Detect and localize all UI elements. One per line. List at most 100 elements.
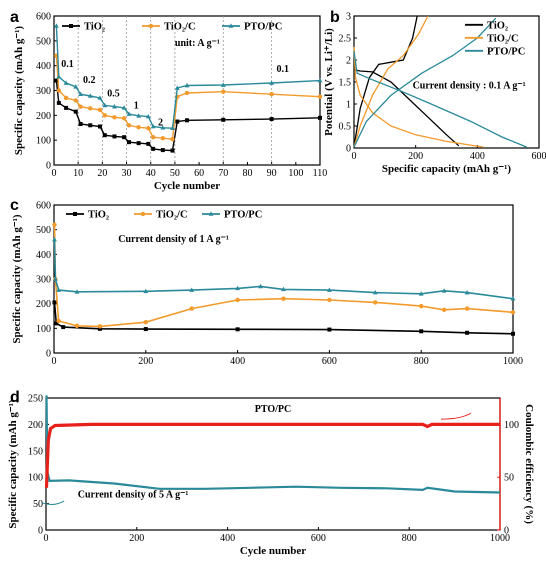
data-point	[87, 93, 93, 98]
y-tick-label: 200	[36, 299, 51, 310]
x-tick-label: 400	[220, 533, 235, 544]
chart-panel-c: 0 200 400 600 800 1000 0 100 200 300 400 500 600 Spec…	[10, 197, 523, 367]
data-point	[122, 135, 127, 140]
x-tick-label: 0	[52, 356, 57, 367]
data-point	[220, 82, 226, 87]
legend-label: PTO/PC	[244, 22, 282, 33]
x-tick-label: 40	[146, 168, 156, 179]
y-tick-label: 500	[36, 225, 51, 236]
x-tick-label: 70	[218, 168, 228, 179]
data-point	[56, 88, 62, 93]
series-line	[55, 80, 321, 152]
y-tick-label: 50	[33, 499, 43, 510]
data-point	[160, 135, 166, 141]
y-axis-label: Specific capacity (mAh g⁻¹)	[13, 26, 25, 156]
data-point	[97, 124, 102, 129]
x-tick-label: 100	[288, 168, 303, 179]
data-point	[97, 107, 103, 113]
legend-label: TiO₂	[84, 22, 105, 33]
y-tick-label: 600	[36, 201, 51, 212]
data-point	[54, 321, 59, 326]
y-tick-label: 300	[36, 86, 51, 97]
plot-frame	[45, 397, 501, 531]
data-point	[88, 123, 93, 128]
data-point	[136, 113, 142, 118]
data-point	[56, 100, 61, 105]
data-point	[56, 287, 61, 292]
x-tick-label: 600	[322, 356, 337, 367]
discharge-curve	[353, 46, 484, 148]
data-point	[97, 324, 103, 329]
data-point	[170, 148, 175, 153]
x-axis-label: Cycle number	[154, 180, 220, 192]
capacity-line	[45, 395, 501, 494]
panel-letter: a	[10, 9, 19, 26]
data-point	[269, 80, 275, 85]
data-point	[97, 326, 102, 331]
data-point	[54, 78, 59, 83]
data-point	[112, 115, 117, 120]
data-point	[88, 106, 93, 111]
data-point	[160, 125, 166, 130]
data-point	[56, 318, 61, 324]
x-tick-label: 600	[532, 151, 546, 162]
y-tick-label: 200	[28, 420, 43, 431]
y-tick-label: 150	[28, 446, 43, 457]
x-tick-label: 0	[44, 533, 49, 544]
legend-marker	[208, 211, 214, 216]
y-tick-label: 0.5	[339, 122, 352, 133]
data-point	[185, 118, 189, 123]
x-tick-label: 200	[408, 151, 423, 162]
data-point	[419, 329, 424, 334]
data-point	[97, 95, 103, 100]
data-point	[136, 125, 141, 130]
data-point	[63, 80, 69, 85]
data-point	[175, 119, 180, 124]
data-point	[269, 117, 274, 122]
legend-marker	[228, 23, 234, 28]
data-point	[511, 331, 515, 336]
rate-label: 2	[158, 117, 163, 128]
y-tick-label: 2.5	[339, 34, 352, 45]
data-point	[143, 319, 148, 325]
legend-label: PTO/PC	[487, 46, 525, 57]
y-tick-label: 1	[346, 100, 351, 111]
y2-tick-label: 50	[504, 473, 514, 484]
data-point	[121, 116, 127, 121]
y2-axis-label: Coulombic efficiency (%)	[523, 404, 535, 524]
legend-label: TiO₂/C	[156, 210, 188, 221]
y-tick-label: 2	[346, 56, 351, 67]
data-point	[235, 327, 240, 332]
y2-tick-label: 0	[504, 526, 509, 537]
arrow-to-left-axis	[42, 500, 65, 506]
data-point	[102, 133, 107, 138]
legend-label: TiO₂	[88, 210, 109, 221]
x-tick-label: 400	[230, 356, 245, 367]
rate-label: 0.1	[61, 59, 74, 70]
data-point	[143, 288, 149, 294]
data-point	[146, 126, 151, 131]
data-point	[317, 94, 323, 99]
x-tick-label: 80	[242, 168, 252, 179]
efficiency-line	[44, 422, 500, 488]
data-point	[174, 85, 180, 90]
y-tick-label: 300	[36, 275, 51, 286]
data-point	[102, 113, 107, 118]
data-point	[235, 297, 240, 303]
current-density-label: Current density of 1 A g⁻¹	[118, 234, 229, 245]
y-tick-label: 600	[36, 12, 51, 23]
rate-label: 0.1	[276, 64, 289, 75]
data-point	[418, 291, 424, 296]
x-tick-label: 800	[414, 356, 429, 367]
panel-letter: c	[10, 197, 19, 214]
y-tick-label: 3	[346, 12, 351, 23]
x-tick-label: 110	[313, 168, 328, 179]
data-point	[221, 117, 226, 122]
y-tick-label: 100	[36, 136, 51, 147]
panel-letter: d	[10, 389, 20, 406]
legend-label: TiO₂	[487, 20, 508, 31]
current-density-label: Current density of 5 A g⁻¹	[78, 489, 189, 500]
data-point	[112, 104, 117, 109]
